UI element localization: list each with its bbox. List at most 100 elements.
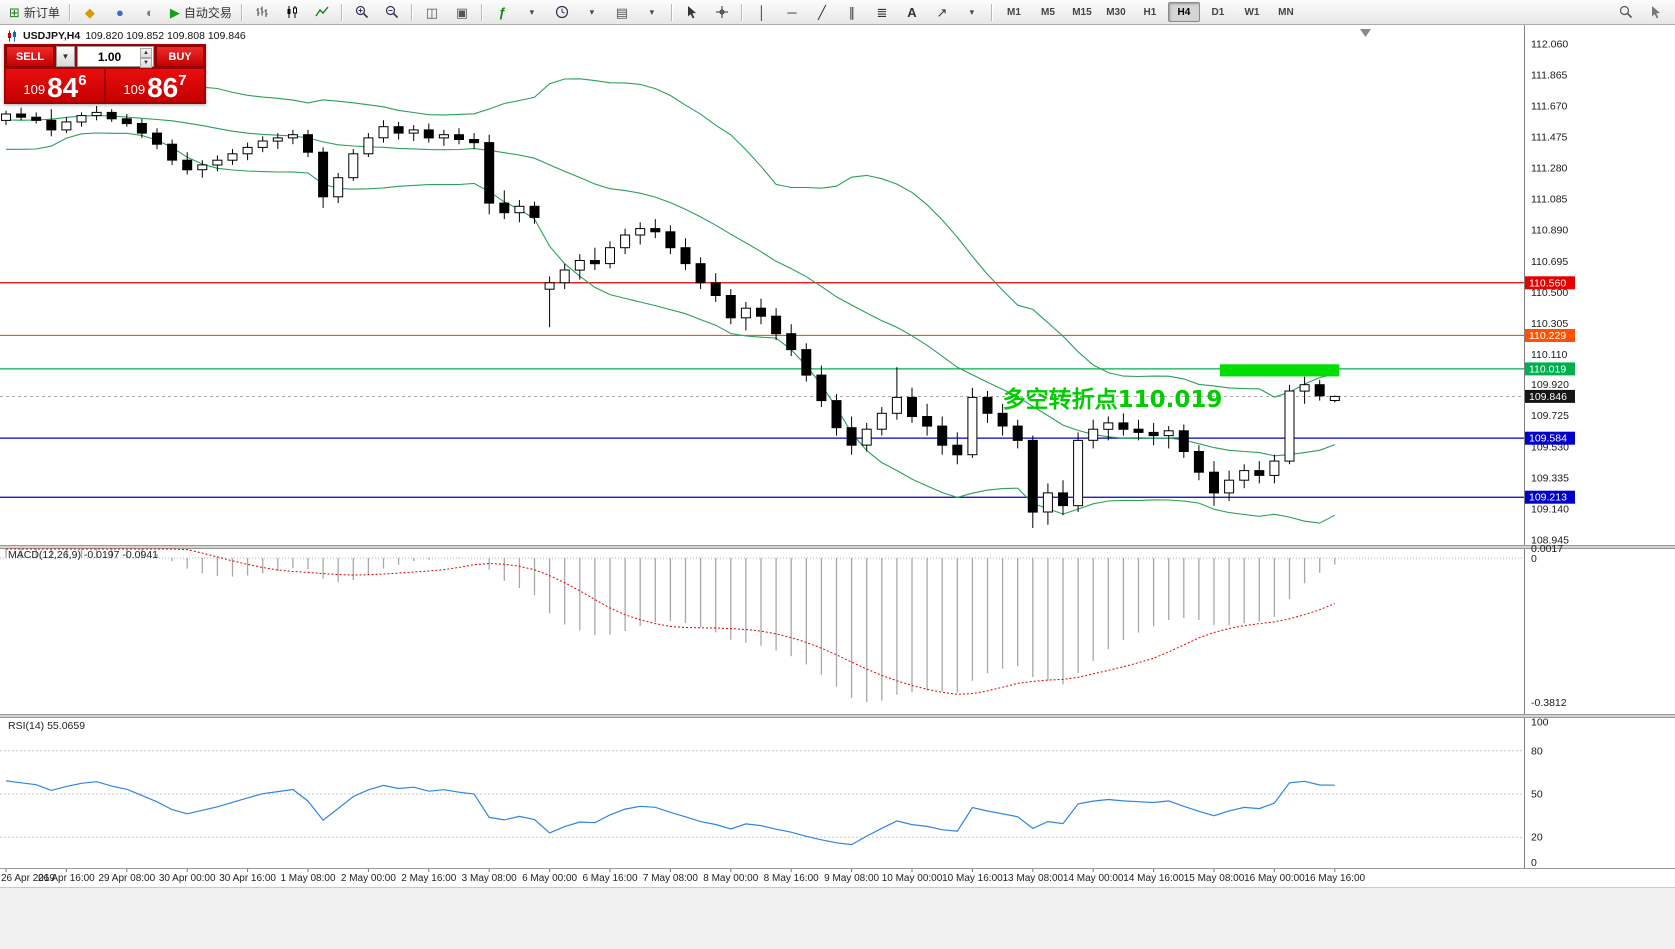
candle — [907, 396, 917, 417]
panel-splitter[interactable] — [0, 714, 1675, 718]
timeframe-button-m5[interactable]: M5 — [1040, 6, 1055, 18]
timeframe-button-d1[interactable]: D1 — [1211, 6, 1225, 18]
templates-dropdown-caret[interactable]: ▾ — [638, 1, 666, 23]
new-order-button[interactable]: ⊞ 新订单 — [5, 1, 64, 23]
volume-step-down[interactable]: ▼ — [140, 58, 152, 68]
date-label: 1 May 08:00 — [280, 873, 335, 884]
candlestick-chart-button[interactable] — [278, 1, 306, 23]
trendline-button[interactable]: ╱ — [808, 1, 836, 23]
chart-shift-marker[interactable] — [1360, 29, 1371, 37]
objects-dropdown-caret[interactable]: ▾ — [958, 1, 986, 23]
timeframe-button-h1[interactable]: H1 — [1143, 6, 1157, 18]
horizontal-line-button[interactable]: ─ — [778, 1, 806, 23]
templates-button[interactable]: ▤ — [608, 1, 636, 23]
chevron-down-icon: ▾ — [649, 6, 655, 17]
periods-button[interactable] — [548, 1, 576, 23]
pointer-button[interactable] — [1642, 1, 1670, 23]
timeframe-button-m1[interactable]: M1 — [1006, 6, 1021, 18]
autotrading-button[interactable]: ▶ 自动交易 — [166, 1, 236, 23]
date-label: 26 Apr 2019 — [1, 873, 55, 884]
periods-dropdown-caret[interactable]: ▾ — [578, 1, 606, 23]
candle — [227, 153, 238, 161]
indicators-button[interactable]: ƒ — [488, 1, 516, 23]
candle — [589, 260, 600, 265]
volume-dropdown-caret[interactable]: ▼ — [56, 46, 75, 67]
timeframe-button-w1[interactable]: W1 — [1244, 6, 1260, 18]
timeframe-button-m30[interactable]: M30 — [1106, 6, 1126, 18]
volume-input[interactable] — [78, 47, 153, 66]
line-chart-button[interactable] — [308, 1, 336, 23]
text-label-button[interactable]: A — [898, 1, 926, 23]
price-tick-label: 112.060 — [1531, 38, 1568, 50]
crosshair-icon — [715, 6, 728, 18]
buy-price-display[interactable]: 109 86 7 — [106, 69, 204, 102]
volume-step-up[interactable]: ▲ — [140, 48, 152, 58]
candle — [1133, 428, 1144, 433]
indicators-dropdown-caret[interactable]: ▾ — [518, 1, 546, 23]
candle — [408, 129, 419, 134]
refresh-icon: ◐ — [145, 4, 154, 20]
sell-price-display[interactable]: 109 84 6 — [6, 69, 104, 102]
refresh-button[interactable]: ◐ — [136, 1, 164, 23]
candle — [1, 113, 11, 121]
candle — [1178, 430, 1189, 452]
chart-plot-area[interactable] — [0, 25, 1524, 545]
fibonacci-button[interactable]: ≣ — [868, 1, 896, 23]
pointer-icon — [1652, 6, 1660, 19]
candle — [967, 396, 978, 456]
candle — [680, 247, 691, 265]
candle — [514, 205, 525, 214]
crosshair-button[interactable] — [708, 1, 736, 23]
candle — [91, 111, 102, 117]
candle — [1118, 422, 1129, 430]
price-tick-label: 111.475 — [1531, 132, 1568, 144]
one-click-trading-panel: SELL ▼ ▲ ▼ BUY 109 84 6 109 86 7 — [4, 44, 206, 104]
candle — [816, 374, 827, 402]
price-tick-label: 109.725 — [1531, 410, 1569, 422]
date-label: 10 May 16:00 — [942, 873, 1003, 884]
price-tick-label: 109.335 — [1531, 472, 1569, 484]
candle — [303, 134, 313, 153]
macd-axis-label: 0 — [1531, 553, 1537, 565]
community-button[interactable]: ◆ — [76, 1, 104, 23]
channel-button[interactable]: ∥ — [838, 1, 866, 23]
price-tag — [1525, 276, 1575, 290]
macd-axis-label: -0.3812 — [1531, 697, 1567, 709]
timeframe-button-mn[interactable]: MN — [1278, 6, 1294, 18]
new-order-label: 新订单 — [23, 5, 60, 20]
candle — [363, 137, 374, 155]
cursor-button[interactable] — [678, 1, 706, 23]
sell-button[interactable]: SELL — [6, 46, 54, 67]
profiles-button[interactable]: ● — [106, 1, 134, 23]
highlight-rectangle[interactable] — [1220, 364, 1340, 377]
candle — [952, 444, 963, 456]
clock-icon — [555, 5, 569, 19]
search-button[interactable] — [1612, 1, 1640, 23]
cascade-windows-icon: ▣ — [455, 4, 469, 20]
bar-chart-button[interactable] — [248, 1, 276, 23]
date-label: 3 May 08:00 — [462, 873, 517, 884]
timeframe-button-h4[interactable]: H4 — [1167, 2, 1200, 22]
candle — [529, 205, 540, 218]
candle — [348, 153, 359, 179]
timeframe-button-m15[interactable]: M15 — [1072, 6, 1092, 18]
candle — [831, 400, 842, 429]
candle — [438, 134, 449, 139]
buy-button[interactable]: BUY — [156, 46, 204, 67]
price-tag — [1525, 431, 1575, 445]
symbol-period-label: USDJPY,H4 — [23, 30, 81, 42]
annotation-text[interactable]: 多空转折点110.019 — [1003, 386, 1223, 413]
date-label: 8 May 00:00 — [703, 873, 758, 884]
rsi-line — [5, 780, 1335, 846]
cascade-windows-button[interactable]: ▣ — [448, 1, 476, 23]
vertical-line-button[interactable]: │ — [748, 1, 776, 23]
autotrading-play-icon: ▶ — [169, 4, 180, 20]
zoom-out-button[interactable] — [378, 1, 406, 23]
price-tick-label: 108.945 — [1531, 534, 1569, 546]
zoom-in-button[interactable] — [348, 1, 376, 23]
panel-splitter[interactable] — [0, 545, 1675, 549]
tile-windows-button[interactable]: ◫ — [418, 1, 446, 23]
vertical-line-icon: │ — [757, 4, 766, 20]
arrow-object-button[interactable]: ↗ — [928, 1, 956, 23]
